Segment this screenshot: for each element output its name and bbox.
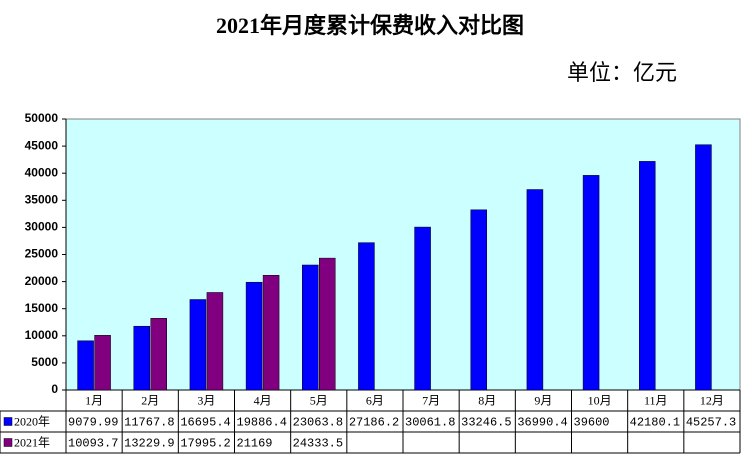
table-value: 10093.7 bbox=[68, 437, 118, 451]
bar bbox=[206, 292, 224, 391]
bar bbox=[262, 275, 280, 391]
table-value: 33246.5 bbox=[461, 416, 511, 430]
legend-label: 2020年 bbox=[14, 414, 50, 428]
bar bbox=[189, 299, 207, 391]
plot-area bbox=[65, 118, 741, 391]
bar bbox=[94, 335, 111, 391]
table-value: 45257.3 bbox=[686, 416, 736, 430]
table-value: 11767.8 bbox=[124, 416, 174, 430]
x-tick-label: 6月 bbox=[366, 393, 384, 407]
chart-subtitle: 单位：亿元 bbox=[567, 60, 677, 85]
table-value: 36990.4 bbox=[517, 416, 567, 430]
bar bbox=[302, 264, 319, 391]
x-tick-label: 3月 bbox=[197, 393, 215, 407]
x-tick-label: 1月 bbox=[85, 393, 103, 407]
y-tick-label: 15000 bbox=[25, 301, 59, 315]
table-value: 42180.1 bbox=[630, 416, 680, 430]
legend-label: 2021年 bbox=[14, 435, 50, 449]
bar bbox=[358, 242, 375, 391]
bar bbox=[133, 325, 150, 391]
x-tick-label: 10月 bbox=[588, 393, 612, 407]
y-tick-label: 10000 bbox=[25, 328, 59, 342]
bar bbox=[77, 340, 94, 391]
table-value: 9079.99 bbox=[68, 416, 118, 430]
bar bbox=[526, 189, 544, 391]
legend-swatch bbox=[3, 438, 13, 447]
bar bbox=[150, 318, 167, 391]
y-tick-label: 5000 bbox=[31, 355, 58, 369]
table-value: 27186.2 bbox=[349, 416, 399, 430]
x-tick-label: 12月 bbox=[700, 393, 724, 407]
x-tick-label: 7月 bbox=[422, 393, 440, 407]
x-tick-label: 5月 bbox=[310, 393, 328, 407]
y-tick-label: 35000 bbox=[25, 192, 59, 206]
y-tick-label: 0 bbox=[51, 382, 58, 396]
table-value: 19886.4 bbox=[237, 416, 287, 430]
table-value: 13229.9 bbox=[124, 437, 174, 451]
table-value: 17995.2 bbox=[180, 437, 230, 451]
y-tick-label: 45000 bbox=[25, 138, 59, 152]
x-tick-label: 4月 bbox=[254, 393, 272, 407]
y-tick-label: 25000 bbox=[25, 247, 59, 261]
y-tick-label: 20000 bbox=[25, 274, 59, 288]
bar bbox=[414, 226, 431, 391]
x-tick-label: 8月 bbox=[478, 393, 496, 407]
bar bbox=[470, 209, 487, 391]
chart-title: 2021年月度累计保费收入对比图 bbox=[216, 13, 524, 38]
table-value: 23063.8 bbox=[293, 416, 343, 430]
legend-swatch bbox=[3, 417, 13, 426]
x-tick-label: 9月 bbox=[534, 393, 552, 407]
bar bbox=[582, 175, 600, 391]
bar bbox=[639, 161, 656, 391]
bar bbox=[695, 144, 712, 391]
table-value: 39600 bbox=[574, 416, 610, 430]
x-tick-label: 11月 bbox=[644, 393, 668, 407]
y-tick-label: 40000 bbox=[25, 165, 59, 179]
table-value: 16695.4 bbox=[180, 416, 230, 430]
x-tick-label: 2月 bbox=[141, 393, 159, 407]
table-value: 24333.5 bbox=[293, 437, 343, 451]
y-tick-label: 50000 bbox=[25, 111, 59, 125]
table-value: 21169 bbox=[237, 437, 273, 451]
bar bbox=[245, 281, 263, 391]
bar bbox=[319, 257, 336, 391]
y-tick-label: 30000 bbox=[25, 220, 59, 234]
table-value: 30061.8 bbox=[405, 416, 455, 430]
